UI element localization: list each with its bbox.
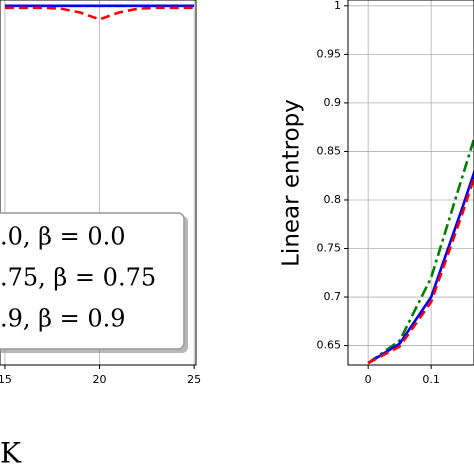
y-tick-label: 1	[334, 0, 341, 12]
y-tick-label: 0.85	[317, 144, 342, 157]
series-line	[367, 174, 474, 365]
x-tick-label: 20	[93, 373, 107, 386]
y-tick-label: 0.9	[324, 96, 342, 109]
plot-frame	[347, 0, 474, 366]
legend-label: .9, β = 0.9	[0, 305, 126, 333]
series-line	[367, 168, 474, 365]
legend-label: .75, β = 0.75	[0, 264, 156, 292]
legend-label: .0, β = 0.0	[0, 223, 126, 251]
plot-frame	[0, 0, 197, 366]
y-tick-label: 0.7	[324, 290, 342, 303]
y-tick-label: 0.75	[317, 242, 342, 255]
x-tick-label: 0.1	[422, 373, 440, 386]
legend	[0, 212, 185, 350]
series-line	[4, 6, 195, 21]
x-axis-label: K	[0, 437, 22, 470]
x-tick-label: 0	[365, 373, 372, 386]
y-axis-label: Linear entropy	[279, 99, 305, 267]
x-tick-label: 15	[0, 373, 12, 386]
x-tick-label: 25	[187, 373, 201, 386]
y-tick-label: 0.95	[317, 47, 342, 60]
y-tick-label: 0.65	[317, 339, 342, 352]
y-tick-label: 0.8	[324, 193, 342, 206]
series-line	[367, 134, 474, 365]
